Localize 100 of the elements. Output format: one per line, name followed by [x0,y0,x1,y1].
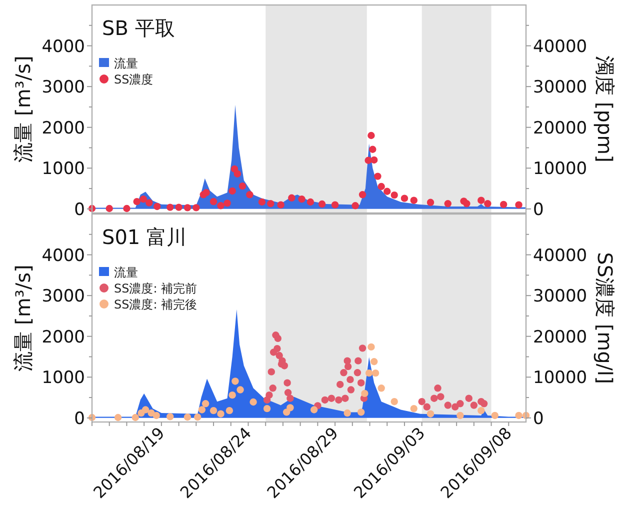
point [347,386,355,394]
point [228,391,236,399]
point [267,200,274,208]
point [470,402,478,409]
point [198,406,206,414]
point [284,389,292,396]
y2-tick-label: 10000 [533,159,588,180]
point [280,362,288,370]
point [210,198,218,206]
point [426,410,434,418]
point [368,343,375,351]
point [194,414,202,421]
point [478,406,485,414]
point [250,398,257,406]
point [515,201,522,208]
point [276,352,283,360]
point [166,413,174,420]
y-tick-label: 1000 [42,368,85,388]
point [192,204,200,212]
point [154,202,161,210]
y2-tick-label: 20000 [533,327,588,348]
y-tick-label: 2000 [42,327,85,348]
point [344,362,352,370]
point [298,196,306,203]
point [140,196,147,203]
point [354,369,362,376]
point [236,386,244,394]
point [500,200,508,208]
point [142,406,150,414]
point [321,396,329,404]
point [390,191,398,199]
point [258,198,266,206]
point [370,156,378,164]
point [286,404,294,412]
point [277,201,284,208]
point [228,187,236,195]
point [331,201,339,208]
point [491,412,498,420]
point [318,200,326,208]
text: SB 平取 [102,16,175,40]
point [306,198,314,206]
point [184,204,192,212]
legend-label: 流量 [114,56,138,70]
point [480,400,488,408]
point [340,369,348,376]
point [370,358,378,366]
point [400,194,408,202]
point [282,408,290,416]
point [263,404,271,412]
point [175,204,182,211]
point [456,412,464,420]
point [210,406,218,414]
y2-tick-label: 30000 [533,78,588,98]
point [456,400,464,408]
point [365,369,373,377]
point [418,398,426,406]
point [232,378,239,385]
point [437,393,444,400]
point [465,394,472,402]
point [146,199,153,206]
point [286,394,294,402]
point [328,394,336,402]
point [354,357,362,364]
point [123,204,130,212]
point [114,414,122,422]
point [361,390,368,398]
y-axis-title: 流量 [m³/s] [11,56,35,162]
point [335,396,342,404]
y-tick-label: 1000 [42,159,85,180]
point [426,198,434,206]
point [246,191,254,198]
y-tick-label: 3000 [42,286,85,307]
point [266,391,273,399]
point [274,344,281,352]
point [234,170,241,178]
point [484,200,492,208]
point [106,204,113,212]
point [357,408,365,416]
point [357,379,365,386]
point [368,132,375,140]
point [217,410,224,418]
point [166,204,174,211]
y-tick-label: 4000 [42,36,85,57]
point [463,200,470,208]
y2-tick-label: 40000 [533,246,588,266]
point [238,182,246,190]
point [184,414,192,421]
point [358,191,366,198]
point [269,384,276,392]
y-tick-label: 4000 [42,246,85,266]
text: S01 富川 [102,225,187,249]
legend-label: 流量 [114,266,138,280]
point [346,376,354,384]
point [452,403,459,411]
point [390,398,398,406]
point [152,412,160,420]
y2-axis-title: 濁度 [ppm] [593,56,617,162]
y2-tick-label: 10000 [533,368,588,388]
y2-tick-label: 0 [533,408,544,429]
point [224,200,231,207]
